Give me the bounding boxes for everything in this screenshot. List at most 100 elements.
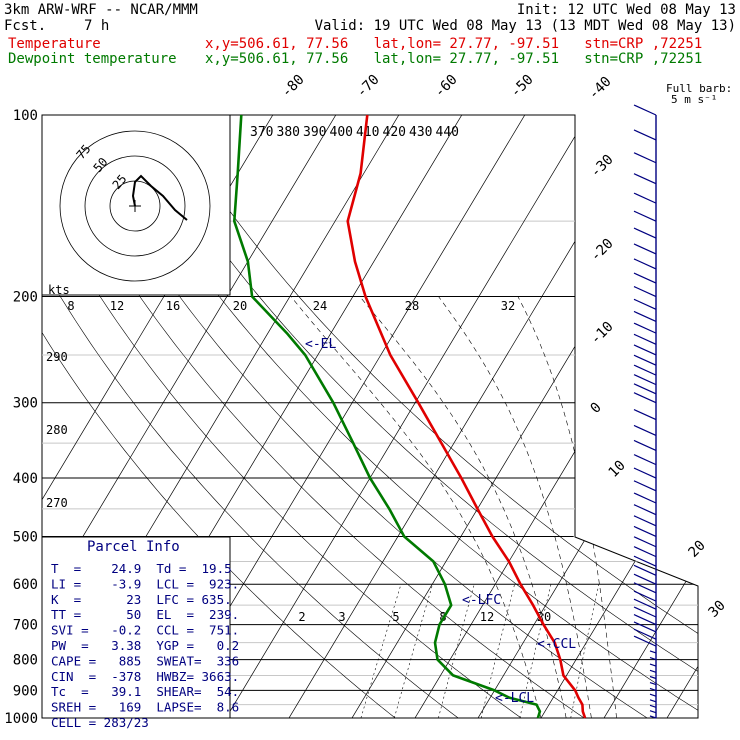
mixing-ratio-label: 2	[298, 610, 305, 624]
wind-barb	[633, 298, 657, 310]
parcel-info-panel	[41, 536, 231, 719]
forecast-label: Fcst.	[4, 18, 47, 34]
wind-barb	[649, 699, 657, 703]
wind-barb	[633, 635, 657, 647]
dry-adiabat-line	[66, 115, 668, 718]
hodograph-ring	[84, 155, 186, 257]
isotherm-line	[533, 115, 698, 718]
pressure-tick-label: 1000	[4, 711, 38, 727]
wind-barb	[633, 573, 657, 585]
parcel-info-row: Tc = 39.1 SHEAR= 54.	[51, 684, 239, 699]
mixing-ratio-line	[480, 584, 515, 718]
wind-barb	[633, 104, 657, 116]
isotherm-line	[281, 115, 652, 718]
isotherm-label: -10	[588, 319, 617, 348]
wind-barb	[633, 555, 657, 567]
mixing-ratio-label: 3	[338, 610, 345, 624]
moist-adiabat-line	[517, 296, 617, 718]
barb-scale-unit: 5 m s⁻¹	[671, 93, 717, 106]
dry-adiabat-line	[131, 115, 698, 718]
level-label: <-LFC	[462, 593, 501, 608]
wind-barb	[633, 467, 657, 479]
pressure-tick-label: 100	[13, 108, 38, 124]
isotherm-label: -70	[354, 72, 383, 101]
init-time: Init: 12 UTC Wed 08 May 13	[516, 2, 736, 18]
isotherm-line	[596, 115, 698, 718]
wind-barb	[649, 687, 657, 691]
wind-barb	[633, 598, 657, 610]
isotherm-line	[344, 115, 698, 718]
pressure-tick-label: 500	[13, 529, 38, 545]
dry-adiabat-line	[99, 115, 698, 718]
wind-barb	[633, 525, 657, 538]
parcel-info-row: SREH = 169 LAPSE= 8.6	[51, 700, 239, 715]
wind-barb	[633, 310, 657, 323]
isotherm-line	[42, 115, 337, 718]
hodograph-axis-label: 20	[233, 299, 247, 313]
forecast-hour: 7 h	[84, 18, 110, 34]
wind-barb	[633, 258, 657, 270]
wind-barb	[649, 693, 657, 697]
wind-barb	[633, 515, 657, 527]
wind-barb	[633, 582, 657, 594]
legend-dewpoint-name: Dewpoint temperature	[8, 51, 177, 67]
dry-adiabat-line	[42, 115, 604, 718]
dry-adiabat-label: 290	[46, 350, 68, 364]
wind-barb	[633, 536, 657, 548]
wind-barb	[633, 192, 657, 204]
wind-barb	[633, 374, 657, 386]
mixing-ratio-line	[438, 584, 475, 718]
isotherm-label: -30	[588, 152, 617, 181]
isotherm-line	[470, 115, 698, 718]
wind-barb	[633, 614, 657, 626]
theta-label: 400	[330, 125, 353, 140]
wind-barb	[633, 152, 657, 164]
theta-label: 420	[383, 125, 406, 140]
hodograph-axis-label: 8	[67, 299, 74, 313]
dewpoint-trace	[233, 114, 542, 719]
mixing-ratio-line	[360, 584, 402, 718]
isotherm-label: -20	[588, 236, 617, 265]
wind-barb	[633, 590, 657, 602]
wind-barb	[649, 715, 657, 719]
pressure-tick-label: 600	[13, 577, 38, 593]
hodograph-box	[41, 114, 231, 296]
barb-scale-label: Full barb:	[666, 82, 732, 95]
mixing-ratio-label: 12	[480, 610, 494, 624]
parcel-info-row: TT = 50 EL = 239.	[51, 607, 239, 622]
hodograph-axis-label: 24	[313, 299, 327, 313]
theta-label: 410	[356, 125, 379, 140]
wind-barb	[649, 663, 657, 667]
isotherm-line	[659, 115, 698, 718]
theta-label: 380	[277, 125, 300, 140]
mixing-ratio-label: 5	[392, 610, 399, 624]
wind-barb	[649, 710, 657, 714]
level-label: <-CCL	[537, 637, 576, 652]
moist-adiabat-line	[359, 296, 567, 718]
legend-temperature-name: Temperature	[8, 36, 101, 52]
parcel-info-row: CIN = -378 HWBZ= 3663.	[51, 669, 239, 684]
wind-barb	[633, 364, 657, 376]
isotherm-label: 0	[588, 400, 605, 417]
isotherm-label: -40	[586, 74, 615, 103]
isotherm-label: -60	[432, 72, 461, 101]
theta-label: 440	[436, 125, 459, 140]
parcel-info-row: SVI = -0.2 CCL = 751.	[51, 623, 239, 638]
isotherm-label: 30	[706, 598, 729, 621]
dry-adiabat-line	[42, 115, 540, 718]
dry-adiabat-label: 270	[46, 496, 68, 510]
wind-barb	[633, 322, 657, 334]
wind-barb	[633, 480, 657, 492]
parcel-info-row: CAPE = 885 SWEAT= 336	[51, 653, 239, 668]
parcel-info-row: T = 24.9 Td = 19.5	[51, 561, 232, 576]
level-label: <-EL	[305, 337, 336, 352]
wind-barb	[633, 333, 657, 345]
wind-barb	[633, 210, 657, 222]
wind-barb	[633, 504, 657, 516]
wind-barb	[633, 409, 657, 421]
wind-barb	[633, 546, 657, 558]
dry-adiabat-line	[164, 115, 698, 718]
wind-barb	[633, 227, 657, 239]
